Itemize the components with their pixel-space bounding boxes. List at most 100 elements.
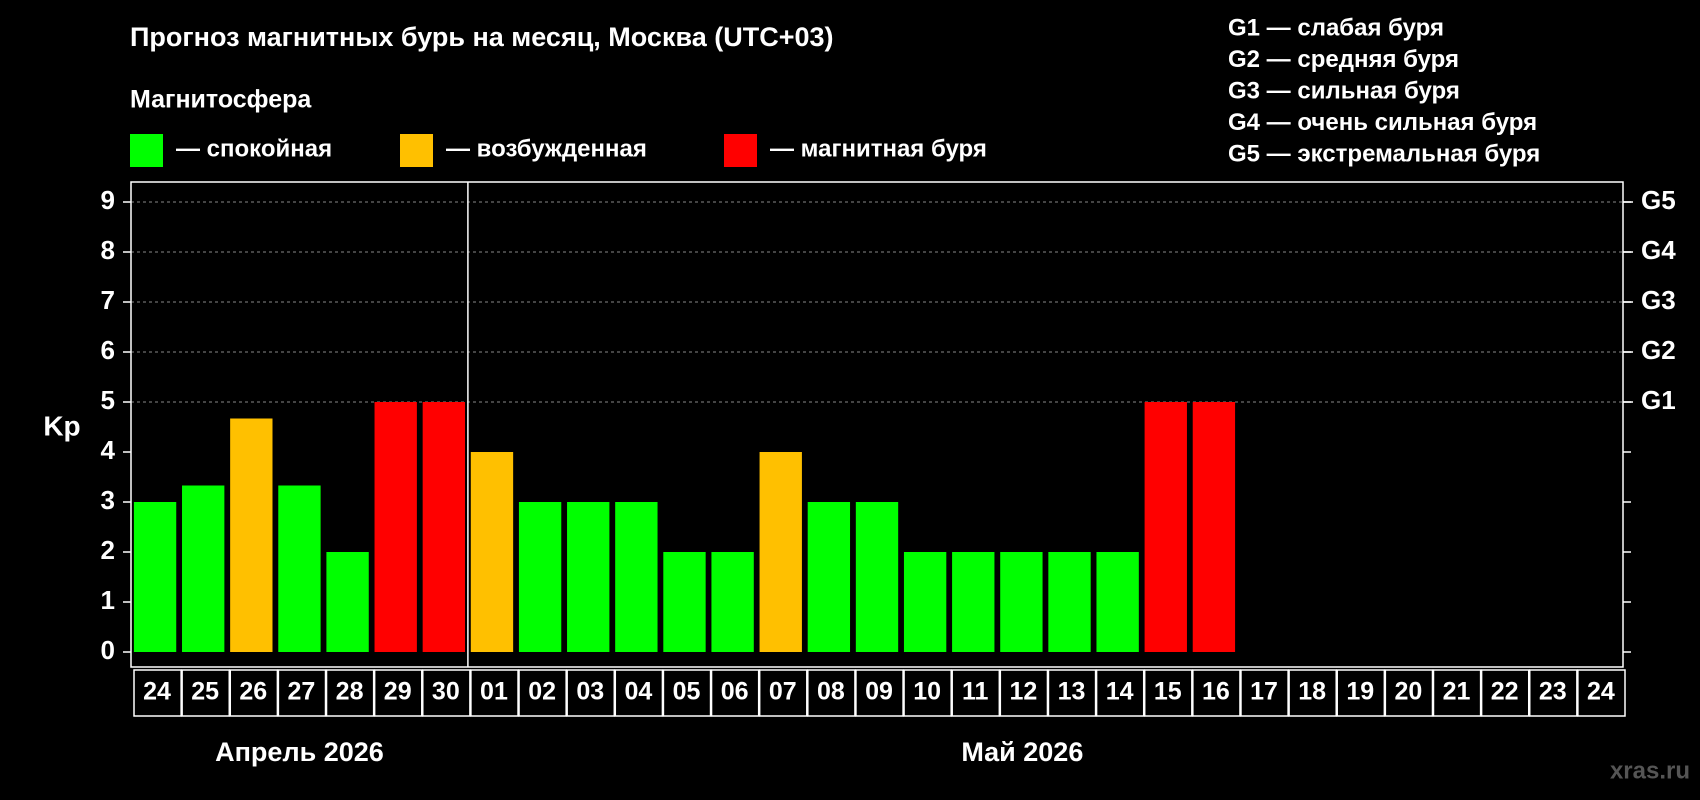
- x-tick-label: 30: [432, 678, 460, 706]
- storm-scale-item: G3 — сильная буря: [1228, 77, 1460, 104]
- day-box: [1528, 669, 1578, 717]
- bar: [663, 552, 706, 652]
- y2-tick-label: G5: [1641, 185, 1676, 215]
- y-tick-label: 7: [101, 285, 115, 315]
- bar: [422, 402, 466, 652]
- day-box: [1336, 669, 1386, 717]
- day-box: [999, 669, 1049, 717]
- x-tick-label: 07: [769, 678, 797, 706]
- x-tick-label: 13: [1058, 678, 1086, 706]
- x-tick-label: 08: [817, 678, 845, 706]
- y-tick-label: 0: [101, 635, 115, 665]
- day-box: [807, 669, 856, 717]
- x-tick-label: 06: [721, 678, 749, 706]
- bar: [374, 402, 417, 652]
- day-box: [277, 669, 327, 717]
- x-tick-label: 10: [913, 678, 941, 706]
- x-tick-label: 03: [576, 678, 604, 706]
- y2-tick-label: G2: [1641, 335, 1676, 365]
- bar: [1144, 402, 1187, 652]
- day-box: [758, 669, 808, 717]
- day-box: [1192, 669, 1241, 717]
- x-tick-label: 14: [1106, 678, 1134, 706]
- x-tick-label: 24: [1587, 678, 1615, 706]
- legend-label: — спокойная: [176, 135, 332, 162]
- legend-swatch: [400, 134, 433, 167]
- bar: [952, 552, 995, 652]
- bar: [133, 502, 177, 652]
- day-box: [1047, 669, 1097, 717]
- x-tick-label: 24: [143, 678, 171, 706]
- day-box: [1240, 669, 1289, 717]
- y-axis-label: Kp: [43, 410, 80, 441]
- x-tick-label: 18: [1298, 678, 1326, 706]
- bar: [470, 452, 514, 652]
- month-label: Май 2026: [961, 737, 1083, 767]
- bar: [903, 552, 947, 652]
- x-tick-label: 29: [384, 678, 412, 706]
- bar: [1096, 552, 1139, 652]
- x-tick-label: 02: [528, 678, 556, 706]
- x-tick-label: 21: [1443, 678, 1471, 706]
- y2-tick-label: G1: [1641, 385, 1676, 415]
- day-box: [566, 669, 616, 717]
- bar: [1048, 552, 1091, 652]
- day-box: [470, 669, 519, 717]
- day-box: [1095, 669, 1145, 717]
- day-box: [1143, 669, 1193, 717]
- x-tick-label: 19: [1346, 678, 1374, 706]
- bar: [230, 418, 273, 652]
- bar: [182, 485, 225, 652]
- y-tick-label: 3: [101, 485, 115, 515]
- x-tick-label: 12: [1009, 678, 1037, 706]
- bar: [1000, 552, 1043, 652]
- plot-frame: [130, 181, 1624, 668]
- x-tick-label: 09: [865, 678, 893, 706]
- day-box: [325, 669, 375, 717]
- x-tick-label: 16: [1202, 678, 1230, 706]
- x-tick-label: 26: [239, 678, 267, 706]
- legend-swatch: [130, 134, 163, 167]
- y-tick-label: 4: [101, 435, 116, 465]
- y-tick-label: 9: [101, 185, 115, 215]
- y-tick-label: 5: [101, 385, 115, 415]
- bar: [711, 552, 754, 652]
- x-tick-label: 15: [1154, 678, 1182, 706]
- day-box: [373, 669, 423, 717]
- x-tick-label: 01: [480, 678, 508, 706]
- bar: [807, 502, 851, 652]
- legend-title: Магнитосфера: [130, 86, 312, 114]
- storm-scale-item: G5 — экстремальная буря: [1228, 140, 1540, 167]
- legend-label: — возбужденная: [446, 135, 647, 162]
- x-tick-label: 05: [673, 678, 701, 706]
- storm-scale-item: G2 — средняя буря: [1228, 46, 1459, 73]
- x-tick-label: 04: [624, 678, 652, 706]
- legend-label: — магнитная буря: [770, 135, 987, 162]
- month-label: Апрель 2026: [215, 737, 384, 767]
- bar: [855, 502, 899, 652]
- chart-title: Прогноз магнитных бурь на месяц, Москва …: [130, 22, 834, 52]
- day-box: [903, 669, 952, 717]
- watermark: xras.ru: [1610, 757, 1690, 784]
- bar: [759, 452, 802, 652]
- day-box: [1288, 669, 1337, 717]
- bar: [278, 485, 321, 652]
- day-box: [855, 669, 904, 717]
- day-box: [518, 669, 567, 717]
- day-box: [181, 669, 231, 717]
- y2-tick-label: G3: [1641, 285, 1676, 315]
- x-tick-label: 27: [288, 678, 316, 706]
- day-box: [710, 669, 760, 717]
- day-box: [614, 669, 664, 717]
- bar: [518, 502, 562, 652]
- day-box: [229, 669, 279, 717]
- bar: [567, 502, 610, 652]
- storm-scale-item: G4 — очень сильная буря: [1228, 109, 1537, 136]
- day-box: [1384, 669, 1434, 717]
- day-box: [133, 669, 182, 717]
- day-box: [422, 669, 471, 717]
- y2-tick-label: G4: [1641, 235, 1676, 265]
- day-box: [1432, 669, 1482, 717]
- x-tick-label: 20: [1395, 678, 1423, 706]
